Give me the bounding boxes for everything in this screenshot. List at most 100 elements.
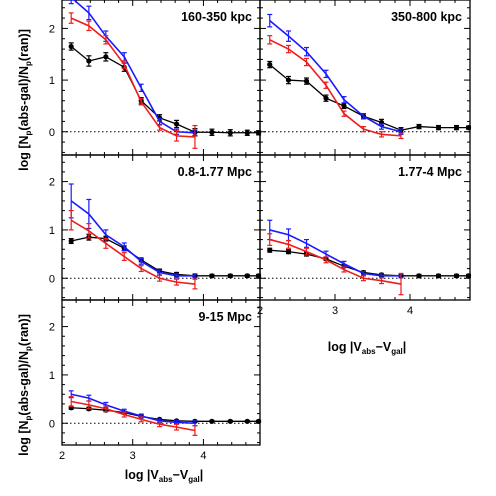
x-axis-title-sub: gal: [188, 475, 200, 484]
y-axis-title-sub: p: [24, 415, 33, 420]
panel-4: 2 3 41.77-4 Mpc: [257, 154, 472, 317]
x-tick-label: 4: [407, 305, 413, 317]
panel-title: 350-800 kpc: [391, 10, 462, 24]
data-point: [68, 43, 74, 50]
x-axis-title-sub: abs: [159, 475, 173, 484]
data-point: [435, 273, 442, 279]
data-point: [209, 273, 215, 279]
data-point: [267, 61, 273, 68]
series-line-red: [71, 400, 196, 432]
x-axis-title-bottom: log |Vabs−Vgal|: [125, 468, 204, 484]
series-line-black: [269, 64, 469, 131]
x-axis-title-part: −V: [173, 468, 189, 482]
x-axis-title-sub: abs: [362, 347, 376, 356]
data-point: [244, 130, 250, 136]
data-point: [209, 129, 215, 135]
series-line-blue: [269, 20, 402, 133]
data-point: [227, 273, 233, 279]
panel-5: 0 1 2 2 3 4 9-15 Mpc: [49, 299, 262, 462]
panel-title: 9-15 Mpc: [199, 310, 253, 324]
x-axis-title-part: −V: [376, 340, 392, 354]
y-axis-title-part: log [N: [17, 135, 31, 170]
y-tick-label: 1: [49, 225, 55, 237]
data-point: [285, 77, 292, 83]
panels-group: 0 1 2 160-350 kpc 350-800 kpc 0 1 2 0.8-1.77 Mpc…: [49, 0, 472, 462]
y-axis-title-part: (ran)]: [17, 29, 31, 61]
y-axis-title-sub: p: [24, 61, 33, 66]
y-tick-label: 1: [49, 370, 55, 382]
data-point: [244, 273, 250, 279]
series-blue: [267, 219, 404, 279]
series-line-blue: [70, 200, 195, 277]
y-tick-label: 2: [49, 177, 55, 189]
x-axis-title-part: log |V: [328, 340, 363, 354]
x-axis-title-part: |: [403, 340, 407, 354]
data-point: [267, 247, 273, 253]
y-tick-label: 2: [49, 322, 55, 334]
y-axis-title-part: log [N: [17, 420, 31, 455]
panel-2: 350-800 kpc: [259, 0, 472, 156]
data-point: [173, 121, 180, 127]
y-axis-title-sub: p: [24, 346, 33, 351]
panel-3: 0 1 2 0.8-1.77 Mpc: [49, 154, 262, 301]
series-red: [68, 12, 198, 149]
x-tick-label: 4: [200, 450, 206, 462]
data-point: [416, 123, 422, 130]
series-line-blue: [71, 393, 195, 425]
data-point: [303, 78, 310, 84]
series-line-black: [70, 45, 259, 134]
panel-1: 0 1 2 160-350 kpc: [49, 0, 262, 156]
data-point: [465, 125, 472, 131]
data-point: [323, 95, 329, 101]
series-line-blue: [72, 0, 195, 134]
y-tick-label: 0: [49, 127, 55, 139]
y-tick-label: 0: [49, 273, 55, 285]
x-axis-title-part: log |V: [125, 468, 160, 482]
data-point: [227, 418, 233, 424]
y-axis-title-sub: p: [24, 130, 33, 135]
series-red: [68, 209, 198, 290]
series-red: [267, 233, 404, 296]
y-tick-label: 1: [49, 75, 55, 87]
x-tick-label: 2: [59, 450, 65, 462]
series-line-red: [269, 39, 402, 137]
data-point: [465, 273, 472, 279]
y-tick-label: 0: [49, 418, 55, 430]
data-point: [453, 125, 460, 131]
y-axis-title-upper: log [Np(abs-gal)/Np(ran)]: [17, 29, 33, 171]
series-line-black: [71, 407, 259, 422]
x-axis-title-right: log |Vabs−Vgal|: [328, 340, 407, 356]
series-black: [68, 233, 262, 279]
series-line-blue: [269, 229, 401, 277]
panel-title: 160-350 kpc: [181, 10, 252, 24]
data-point: [227, 130, 233, 136]
series-line-red: [269, 238, 402, 285]
x-tick-label: 3: [332, 305, 338, 317]
series-line-black: [71, 236, 259, 277]
data-point: [453, 273, 460, 279]
data-point: [68, 238, 74, 244]
data-point: [255, 418, 262, 424]
series-line-red: [70, 17, 195, 138]
data-point: [209, 418, 215, 424]
y-axis-title-part: (abs-gal)/N: [17, 351, 31, 416]
series-blue: [267, 13, 404, 135]
y-axis-title-part: (ran)]: [17, 314, 31, 346]
data-point: [341, 103, 347, 109]
data-point: [416, 273, 422, 279]
data-point: [103, 54, 109, 60]
y-axis-title-part: (abs-gal)/N: [17, 66, 31, 131]
series-blue: [68, 183, 198, 279]
series-red: [68, 396, 198, 436]
panel-title: 0.8-1.77 Mpc: [178, 165, 252, 179]
x-axis-title-sub: gal: [391, 347, 403, 356]
data-point: [86, 58, 92, 64]
panel-title: 1.77-4 Mpc: [398, 165, 462, 179]
x-axis-title-part: |: [200, 468, 204, 482]
series-black: [68, 42, 262, 137]
y-tick-label: 2: [49, 23, 55, 35]
series-red: [267, 35, 404, 140]
x-tick-label: 3: [130, 450, 136, 462]
series-blue: [68, 0, 198, 136]
